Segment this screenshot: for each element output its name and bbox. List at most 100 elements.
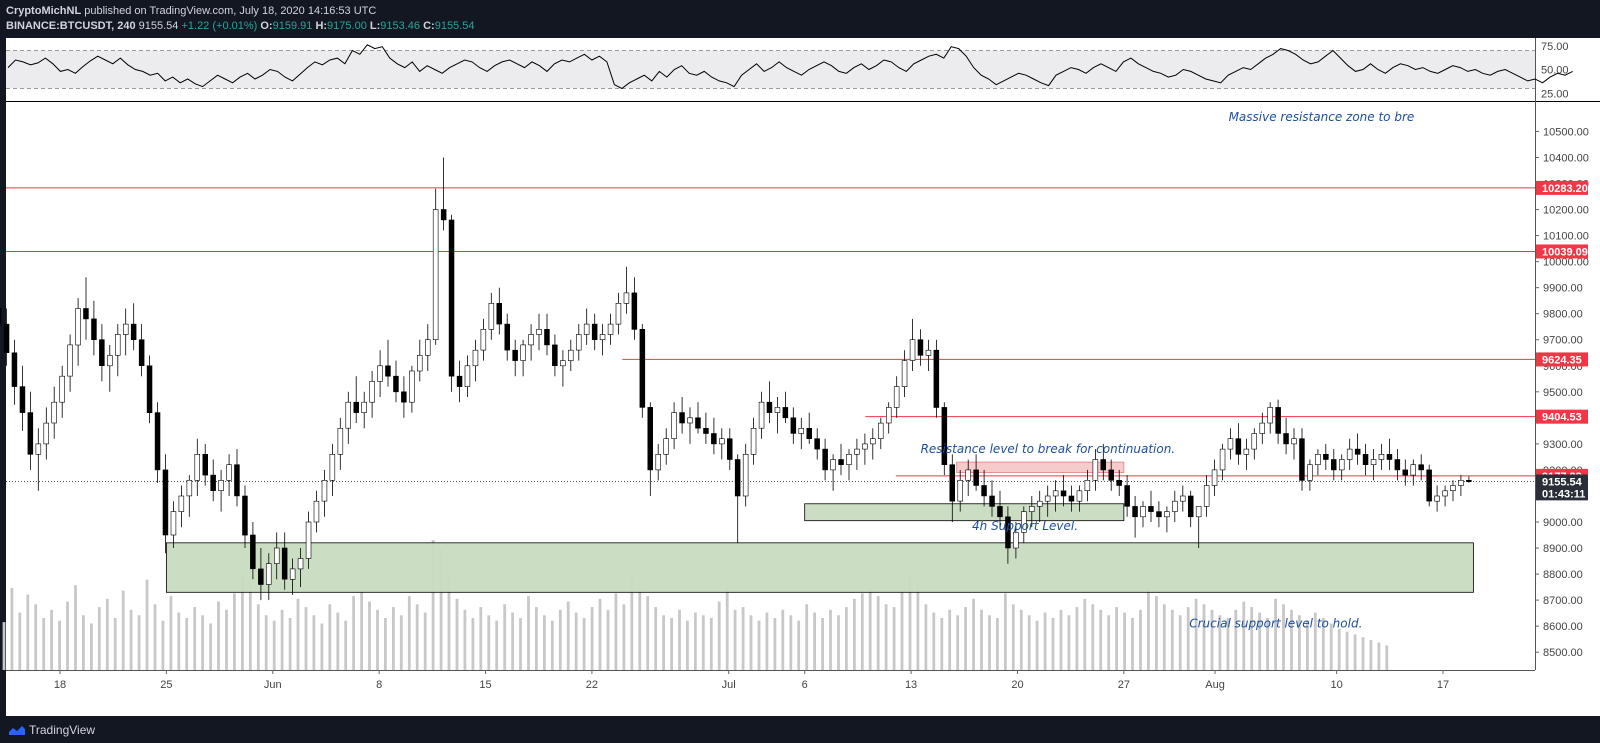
volume-bar xyxy=(972,598,975,670)
candle xyxy=(583,323,590,335)
volume-bar xyxy=(471,618,475,670)
volume-bar xyxy=(980,609,983,670)
volume-bar xyxy=(495,620,499,670)
candle xyxy=(504,323,510,351)
price-tag: 10039.09 xyxy=(1542,246,1588,258)
price-tick-label: 9500.00 xyxy=(1543,387,1583,399)
candle xyxy=(43,422,49,445)
chart-area[interactable]: 75.00 50.00 25.00 Massive resistance zone t… xyxy=(0,38,1600,716)
candle xyxy=(178,495,185,512)
footer-brand[interactable]: TradingView xyxy=(29,723,96,737)
candle xyxy=(1394,459,1401,471)
volume-bar xyxy=(654,607,658,670)
candle xyxy=(1195,506,1202,518)
volume-bar xyxy=(1139,609,1142,670)
candle xyxy=(1370,459,1377,465)
candle xyxy=(1156,511,1162,518)
candle xyxy=(488,302,495,330)
price-tick-label: 10200.00 xyxy=(1543,205,1589,217)
rsi-line xyxy=(7,44,1573,90)
volume-bar xyxy=(368,601,371,670)
volume-bar xyxy=(97,607,101,670)
volume-bar xyxy=(26,594,30,670)
candle xyxy=(123,323,129,335)
candle xyxy=(154,412,161,471)
candle xyxy=(170,511,177,536)
candle xyxy=(560,360,566,367)
high-label: H: xyxy=(315,20,328,32)
candle xyxy=(1116,479,1122,486)
candle xyxy=(1148,506,1154,512)
candle xyxy=(893,386,900,408)
candle xyxy=(687,417,693,424)
candle xyxy=(424,339,431,356)
author-name[interactable]: CryptoMichNL xyxy=(6,5,82,17)
candle xyxy=(1402,469,1409,476)
time-tick-label: 10 xyxy=(1330,679,1342,691)
candle xyxy=(313,500,320,523)
volume-bar xyxy=(439,549,443,670)
candle xyxy=(877,422,884,440)
candle xyxy=(1124,485,1130,507)
volume-bar xyxy=(1170,609,1174,670)
volume-bar xyxy=(58,620,61,670)
volume-bar xyxy=(900,590,904,670)
candle xyxy=(496,302,502,325)
candle xyxy=(663,438,669,455)
volume-bar xyxy=(630,576,634,670)
candle xyxy=(591,323,598,341)
volume-bar xyxy=(415,604,419,670)
candle xyxy=(416,355,423,372)
volume-bar xyxy=(1210,609,1214,670)
volume-bar xyxy=(153,604,157,670)
candle xyxy=(218,479,224,491)
candle xyxy=(369,381,375,403)
price-tag: 10283.20 xyxy=(1542,183,1588,195)
time-tick-label: 6 xyxy=(802,679,808,691)
volume-bar xyxy=(352,596,355,670)
candle xyxy=(814,438,820,450)
candle xyxy=(202,453,209,476)
volume-bar xyxy=(407,596,411,670)
volume-bar xyxy=(701,615,705,670)
candle xyxy=(1315,453,1321,465)
candle xyxy=(146,365,153,413)
volume-bar xyxy=(296,598,300,670)
candle xyxy=(1037,500,1043,507)
volume-bar xyxy=(1321,618,1325,670)
volume-bar xyxy=(789,615,793,670)
candle xyxy=(512,349,518,361)
candle xyxy=(194,453,201,481)
candle xyxy=(1188,495,1194,518)
close-label: C: xyxy=(423,20,435,32)
chart-header: CryptoMichNL published on TradingView.co… xyxy=(0,0,1600,38)
candle xyxy=(345,401,351,429)
time-axis-bg xyxy=(6,670,1600,716)
candle xyxy=(472,349,479,367)
volume-bar xyxy=(749,615,753,670)
volume-bar xyxy=(1329,623,1333,670)
volume-bar xyxy=(217,601,220,670)
volume-bar xyxy=(725,587,729,670)
candle xyxy=(67,344,73,377)
volume-bar xyxy=(1059,609,1063,670)
candle xyxy=(297,558,304,570)
volume-bar xyxy=(113,618,117,670)
volume-bar xyxy=(137,615,141,670)
price-tag: 9404.53 xyxy=(1542,412,1582,424)
candle xyxy=(409,370,415,403)
candle xyxy=(726,438,733,460)
volume-bar xyxy=(646,596,650,670)
candle xyxy=(1132,506,1138,518)
volume-bar xyxy=(1186,607,1190,670)
candle xyxy=(1243,448,1250,455)
volume-bar xyxy=(392,607,395,670)
volume-bar xyxy=(940,618,944,670)
candle xyxy=(838,459,844,465)
candle xyxy=(925,349,932,356)
rsi-band xyxy=(6,50,1535,89)
volume-bar xyxy=(487,615,491,670)
candle xyxy=(1346,448,1353,460)
volume-bar xyxy=(590,607,594,670)
volume-bar xyxy=(908,574,912,670)
